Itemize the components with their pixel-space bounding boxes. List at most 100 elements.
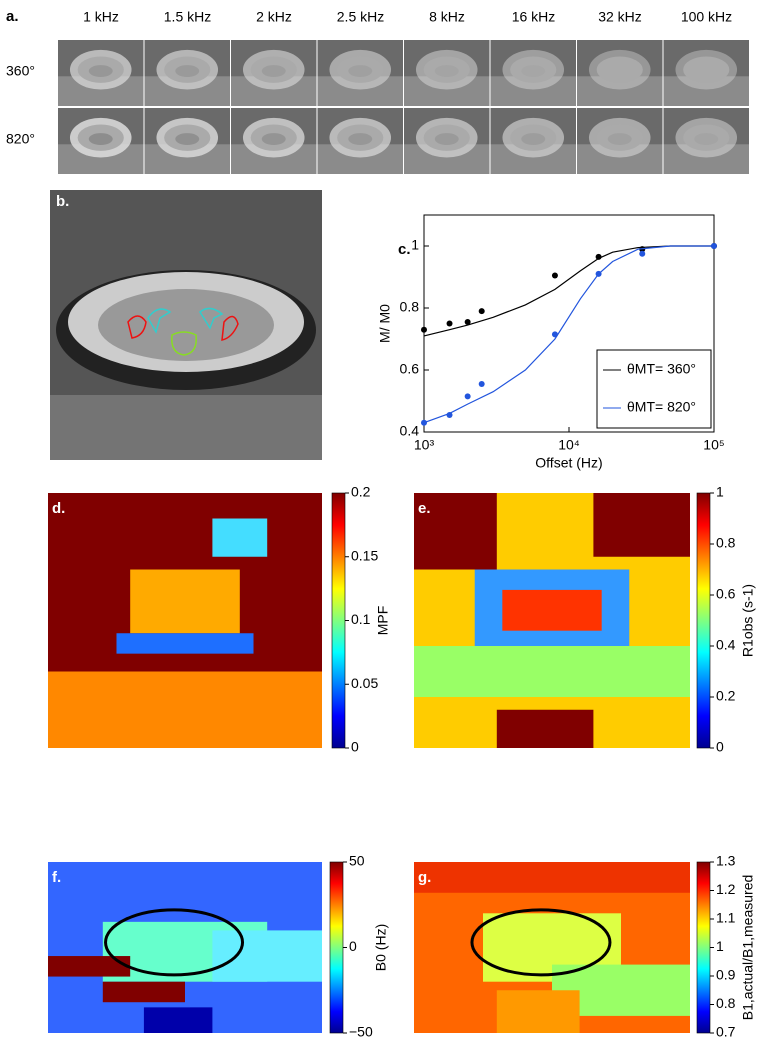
- panel-label: b.: [56, 193, 69, 210]
- data-point: [421, 419, 427, 426]
- data-point: [551, 331, 558, 338]
- column-label: 8 kHz: [429, 9, 465, 25]
- colorbar: [331, 492, 346, 749]
- mri-cord: [510, 124, 557, 151]
- column-label: 32 kHz: [598, 9, 642, 25]
- colorbar-tick-label: 0.6: [716, 586, 736, 602]
- data-point: [446, 320, 453, 327]
- mri-gm: [521, 133, 546, 145]
- y-tick-label: 0.8: [400, 299, 420, 315]
- x-tick-label: 10⁴: [558, 437, 580, 453]
- colorbar-tick-label: 1.3: [716, 853, 736, 869]
- roi-outline: [127, 315, 147, 339]
- column-label: 1.5 kHz: [164, 9, 211, 25]
- mri-gm: [88, 65, 113, 77]
- colorbar-label: MPF: [375, 606, 391, 636]
- fit-line: [423, 245, 714, 424]
- colorbar-tick-label: 1: [716, 484, 724, 500]
- colorbar-tick-label: 1.1: [716, 910, 736, 926]
- map-region: [143, 1007, 213, 1033]
- mri-gm: [261, 65, 286, 77]
- colorbar: [696, 492, 711, 749]
- mri-gm: [607, 133, 632, 145]
- colorbar-label: B1,actual/B1,measured: [740, 875, 756, 1021]
- legend-entry: θMT= 820°: [627, 399, 696, 415]
- colorbar-tick-label: 0.8: [716, 995, 736, 1011]
- mri-cord: [337, 56, 384, 83]
- roi-outline: [221, 315, 239, 341]
- mri-gm: [175, 65, 200, 77]
- mri-cord: [683, 56, 730, 83]
- mri-gm: [261, 133, 286, 145]
- mri-gm: [348, 65, 373, 77]
- colorbar-tick-label: 0.7: [716, 1024, 736, 1040]
- data-point: [595, 270, 602, 277]
- map-region: [593, 493, 690, 557]
- colorbar-tick-label: 0.05: [351, 675, 378, 691]
- legend-box: [596, 349, 712, 429]
- colorbar-tick-label: 1: [716, 938, 724, 954]
- y-tick-label: 0.4: [400, 423, 420, 439]
- panel-label: g.: [418, 869, 431, 886]
- map-region: [212, 930, 322, 982]
- mri-gm: [88, 133, 113, 145]
- data-point: [551, 272, 558, 279]
- map-region: [502, 589, 602, 631]
- colorbar-tick-label: 0.2: [351, 484, 371, 500]
- y-tick-label: 1: [411, 237, 419, 253]
- roi-contour: [470, 908, 612, 977]
- map-region: [496, 990, 580, 1033]
- column-label: 16 kHz: [512, 9, 556, 25]
- column-label: 100 kHz: [681, 9, 732, 25]
- colorbar-tick-label: 0: [349, 938, 357, 954]
- roi-outline: [171, 331, 197, 356]
- y-tick-label: 0.6: [400, 361, 420, 377]
- colorbar-tick-label: 50: [349, 853, 365, 869]
- colorbar-tick-label: 0: [716, 739, 724, 755]
- colorbar-tick-label: 0.9: [716, 967, 736, 983]
- colorbar-tick-label: 0.8: [716, 535, 736, 551]
- mri-cord: [98, 289, 274, 361]
- colorbar-tick-label: 0.15: [351, 547, 378, 563]
- mri-cord: [596, 56, 643, 83]
- data-point: [639, 250, 646, 257]
- mri-lower: [50, 395, 322, 460]
- mri-cord: [683, 124, 730, 151]
- data-point: [421, 326, 427, 333]
- row-label: 820°: [6, 131, 35, 147]
- column-label: 1 kHz: [83, 9, 119, 25]
- map-region: [48, 671, 322, 748]
- colorbar-tick-label: 0.2: [716, 688, 736, 704]
- column-label: 2 kHz: [256, 9, 292, 25]
- mri-cord: [250, 56, 297, 83]
- mri-gm: [175, 133, 200, 145]
- data-point: [595, 253, 602, 260]
- mri-gm: [434, 133, 459, 145]
- x-tick-label: 10⁵: [703, 437, 724, 453]
- row-label: 360°: [6, 63, 35, 79]
- panel-label: a.: [6, 8, 19, 25]
- colorbar-label: B0 (Hz): [373, 924, 389, 971]
- roi-contour: [104, 908, 245, 977]
- panel-label: c.: [398, 241, 411, 258]
- data-point: [446, 411, 453, 418]
- data-point: [711, 243, 717, 249]
- colorbar-tick-label: 0: [351, 739, 359, 755]
- map-region: [130, 569, 240, 634]
- mri-cord: [596, 124, 643, 151]
- data-point: [464, 393, 471, 400]
- map-region: [116, 633, 254, 654]
- colorbar: [329, 861, 344, 1034]
- colorbar-label: R1obs (s-1): [740, 584, 756, 657]
- data-point: [464, 318, 471, 325]
- mri-cord: [510, 56, 557, 83]
- colorbar-tick-label: 0.4: [716, 637, 736, 653]
- data-point: [478, 380, 485, 387]
- map-region: [212, 518, 268, 557]
- colorbar-tick-label: −50: [349, 1024, 373, 1040]
- mri-gm: [348, 133, 373, 145]
- mri-gm: [434, 65, 459, 77]
- data-point: [478, 308, 485, 315]
- map-region: [48, 956, 131, 977]
- map-region: [496, 709, 594, 748]
